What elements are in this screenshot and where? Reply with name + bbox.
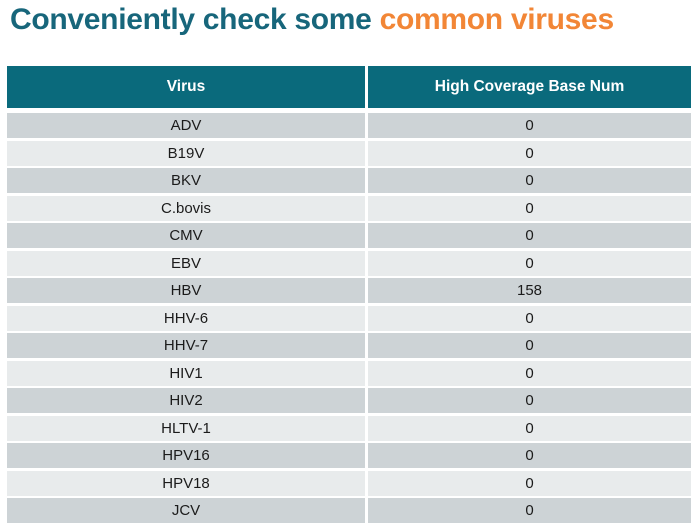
virus-name-cell: HPV18 [7, 470, 365, 496]
virus-name-cell: JCV [7, 498, 365, 523]
table-row: JCV 0 [7, 498, 691, 523]
table-row: HHV-7 0 [7, 333, 691, 358]
table-row: CMV 0 [7, 223, 691, 248]
column-header-virus: Virus [7, 66, 365, 108]
table-row: BKV 0 [7, 168, 691, 193]
virus-name-cell: ADV [7, 113, 365, 138]
coverage-value-cell: 0 [368, 470, 691, 496]
table-row: HBV 158 [7, 278, 691, 303]
virus-name-cell: EBV [7, 250, 365, 276]
virus-name-cell: HBV [7, 278, 365, 303]
table-body: ADV 0 B19V 0 BKV 0 C.bovis 0 CMV 0 EBV 0… [7, 113, 691, 523]
coverage-value-cell: 0 [368, 415, 691, 441]
page-title: Conveniently check some common viruses [10, 3, 614, 37]
coverage-value-cell: 0 [368, 113, 691, 138]
table-row: ADV 0 [7, 113, 691, 138]
coverage-value-cell: 0 [368, 498, 691, 523]
virus-name-cell: HPV16 [7, 443, 365, 468]
table-row: HLTV-1 0 [7, 415, 691, 441]
table-row: HIV1 0 [7, 360, 691, 386]
table-row: HHV-6 0 [7, 305, 691, 331]
column-header-high-coverage-base-num: High Coverage Base Num [368, 66, 691, 108]
virus-name-cell: HHV-6 [7, 305, 365, 331]
virus-name-cell: HLTV-1 [7, 415, 365, 441]
virus-name-cell: HIV2 [7, 388, 365, 413]
coverage-value-cell: 0 [368, 140, 691, 166]
coverage-value-cell: 0 [368, 333, 691, 358]
coverage-value-cell: 158 [368, 278, 691, 303]
virus-name-cell: B19V [7, 140, 365, 166]
table-row: C.bovis 0 [7, 195, 691, 221]
coverage-value-cell: 0 [368, 223, 691, 248]
table-row: HIV2 0 [7, 388, 691, 413]
table-row: HPV18 0 [7, 470, 691, 496]
virus-name-cell: HIV1 [7, 360, 365, 386]
virus-name-cell: C.bovis [7, 195, 365, 221]
page-title-orange-part: common viruses [379, 3, 615, 36]
coverage-value-cell: 0 [368, 305, 691, 331]
virus-name-cell: HHV-7 [7, 333, 365, 358]
coverage-value-cell: 0 [368, 195, 691, 221]
table-row: B19V 0 [7, 140, 691, 166]
table-row: EBV 0 [7, 250, 691, 276]
coverage-value-cell: 0 [368, 360, 691, 386]
virus-name-cell: CMV [7, 223, 365, 248]
table-header-row: Virus High Coverage Base Num [7, 66, 691, 108]
coverage-value-cell: 0 [368, 168, 691, 193]
virus-coverage-table: Virus High Coverage Base Num ADV 0 B19V … [7, 66, 691, 523]
coverage-value-cell: 0 [368, 388, 691, 413]
page-title-teal-part: Conveniently check some [10, 3, 380, 36]
coverage-value-cell: 0 [368, 250, 691, 276]
coverage-value-cell: 0 [368, 443, 691, 468]
virus-name-cell: BKV [7, 168, 365, 193]
table-row: HPV16 0 [7, 443, 691, 468]
